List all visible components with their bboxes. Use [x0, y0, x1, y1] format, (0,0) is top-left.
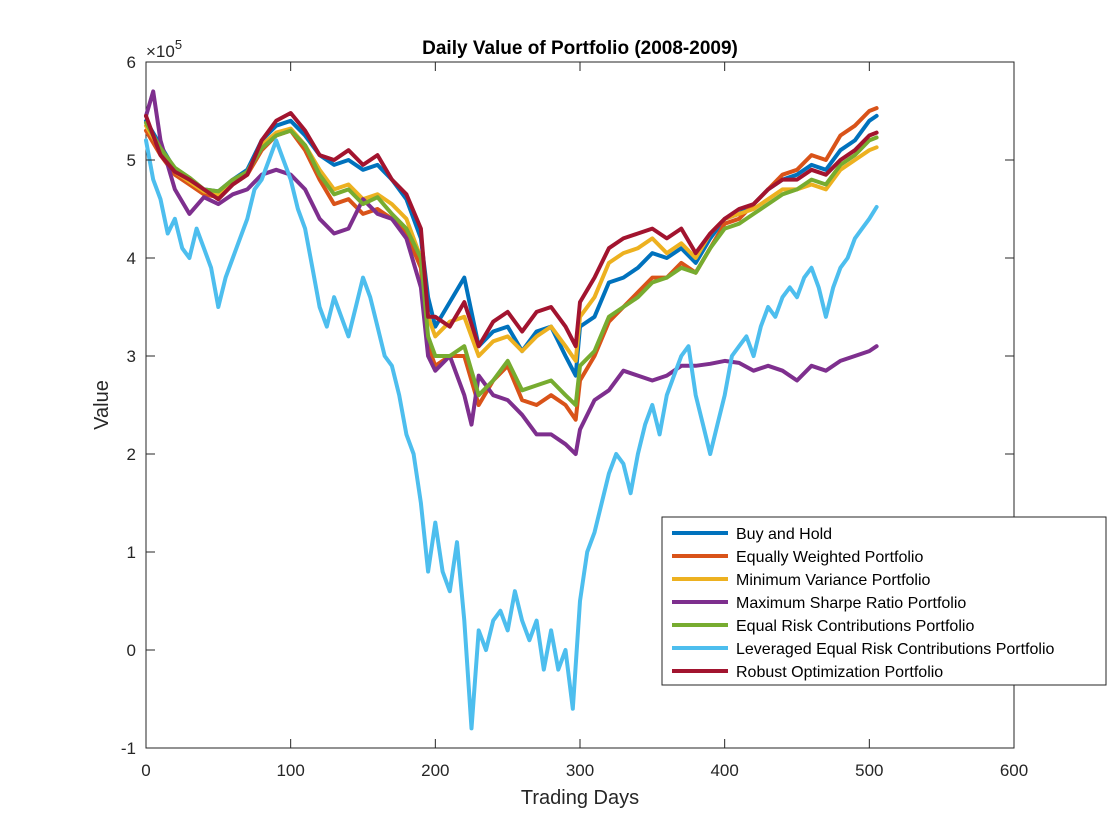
y-tick-label: 0: [127, 641, 136, 660]
y-tick-label: 3: [127, 347, 136, 366]
y-tick-label: 1: [127, 543, 136, 562]
legend-label: Equal Risk Contributions Portfolio: [736, 618, 974, 635]
x-tick-label: 0: [141, 761, 150, 780]
x-tick-label: 100: [276, 761, 304, 780]
x-tick-label: 200: [421, 761, 449, 780]
series-line-5: [144, 120, 879, 407]
series-line-3: [144, 123, 879, 363]
x-axis-label: Trading Days: [521, 787, 639, 809]
ticks-layer: 0 100 200 300 400 500 600 -1 0 1 2 3 4 5 6: [121, 53, 1028, 780]
y-tick-label: 4: [127, 249, 136, 268]
legend-label: Robust Optimization Portfolio: [736, 664, 943, 681]
series-line-7: [144, 111, 879, 349]
chart-title: Daily Value of Portfolio (2008-2009): [422, 38, 738, 59]
legend-label: Buy and Hold: [736, 526, 832, 543]
legend-label: Equally Weighted Portfolio: [736, 549, 923, 566]
y-tick-label: -1: [121, 739, 136, 758]
y-exponent-label: ×105: [146, 37, 182, 61]
y-tick-label: 2: [127, 445, 136, 464]
x-tick-label: 400: [710, 761, 738, 780]
series-layer: [144, 89, 879, 731]
x-tick-label: 500: [855, 761, 883, 780]
legend-label: Maximum Sharpe Ratio Portfolio: [736, 595, 966, 612]
legend-label: Leveraged Equal Risk Contributions Portf…: [736, 641, 1055, 658]
x-tick-label: 300: [566, 761, 594, 780]
y-tick-label: 5: [127, 151, 136, 170]
legend-label: Minimum Variance Portfolio: [736, 572, 931, 589]
legend: Buy and Hold Equally Weighted Portfolio Mi…: [661, 516, 1107, 686]
x-tick-label: 600: [1000, 761, 1028, 780]
y-axis-label: Value: [91, 380, 113, 430]
series-line-6: [144, 138, 879, 731]
legend-box: [661, 516, 1107, 686]
y-tick-label: 6: [127, 53, 136, 72]
